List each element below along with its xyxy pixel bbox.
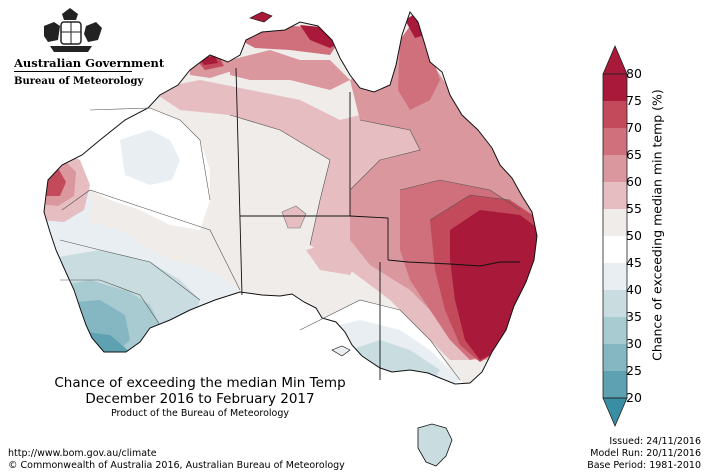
colorbar-top-arrow bbox=[602, 44, 628, 75]
colorbar-tick-55: 55 bbox=[626, 201, 642, 216]
logo-title: Australian Government bbox=[14, 56, 165, 70]
colorbar-bin-35 bbox=[603, 317, 627, 344]
model-run-date: Model Run: 20/11/2016 bbox=[590, 448, 701, 459]
colorbar-tick-70: 70 bbox=[626, 120, 642, 135]
logo-subtitle: Bureau of Meteorology bbox=[14, 76, 144, 87]
logo-divider bbox=[14, 71, 132, 72]
colorbar-tick-40: 40 bbox=[626, 282, 642, 297]
colorbar-bin-25 bbox=[603, 371, 627, 398]
colorbar-title-text: Chance of exceeding median min temp (%) bbox=[649, 89, 665, 361]
tiwi-islands-region bbox=[249, 11, 273, 23]
australia-coastline bbox=[43, 10, 538, 385]
issued-date: Issued: 24/11/2016 bbox=[609, 436, 701, 447]
colorbar bbox=[602, 44, 628, 428]
colorbar-tick-45: 45 bbox=[626, 255, 642, 270]
colorbar-bin-65 bbox=[603, 155, 627, 182]
product-credit: Product of the Bureau of Meteorology bbox=[110, 408, 290, 419]
colorbar-tick-25: 25 bbox=[626, 363, 642, 378]
colorbar-tick-50: 50 bbox=[626, 228, 642, 243]
colorbar-bin-50 bbox=[603, 236, 627, 263]
colorbar-tick-30: 30 bbox=[626, 336, 642, 351]
colorbar-bin-80 bbox=[603, 74, 627, 101]
colorbar-bin-45 bbox=[603, 263, 627, 290]
kangaroo-island-region bbox=[331, 345, 351, 357]
logo-crest-icon bbox=[44, 8, 102, 52]
colorbar-tick-20: 20 bbox=[626, 390, 642, 405]
footer-copyright: © Commonwealth of Australia 2016, Austra… bbox=[8, 460, 345, 471]
base-period: Base Period: 1981-2010 bbox=[587, 460, 701, 471]
colorbar-bin-30 bbox=[603, 344, 627, 371]
state-borders bbox=[235, 67, 520, 380]
footer-url[interactable]: http://www.bom.gov.au/climate bbox=[8, 448, 157, 459]
map-title-line2: December 2016 to February 2017 bbox=[85, 391, 315, 407]
map-title: Chance of exceeding the median Min Temp … bbox=[30, 375, 370, 407]
colorbar-tick-65: 65 bbox=[626, 147, 642, 162]
colorbar-tick-35: 35 bbox=[626, 309, 642, 324]
map-title-line1: Chance of exceeding the median Min Temp bbox=[54, 375, 346, 391]
tasmania-region bbox=[417, 423, 453, 467]
colorbar-tick-60: 60 bbox=[626, 174, 642, 189]
colorbar-bin-60 bbox=[603, 182, 627, 209]
colorbar-bin-70 bbox=[603, 128, 627, 155]
colorbar-tick-80: 80 bbox=[626, 66, 642, 81]
colorbar-tick-75: 75 bbox=[626, 93, 642, 108]
colorbar-bin-75 bbox=[603, 101, 627, 128]
colorbar-bin-55 bbox=[603, 209, 627, 236]
contour-lines bbox=[59, 107, 521, 381]
colorbar-bin-40 bbox=[603, 290, 627, 317]
colorbar-bottom-arrow bbox=[602, 397, 628, 428]
